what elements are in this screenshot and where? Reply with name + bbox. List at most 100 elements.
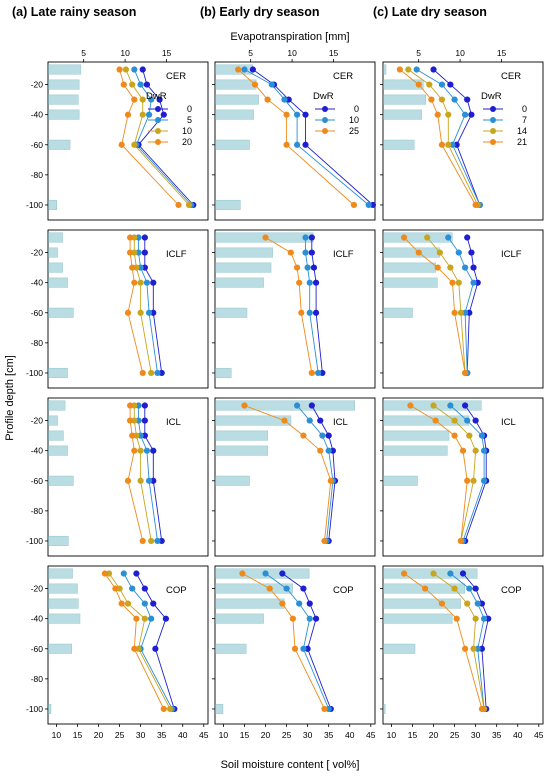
- data-point: [154, 537, 161, 545]
- data-point: [312, 279, 320, 286]
- data-point: [478, 705, 486, 713]
- bottom-tick-label: 40: [345, 730, 355, 740]
- data-point: [455, 249, 462, 256]
- et-bar: [383, 307, 413, 318]
- et-bar: [215, 199, 241, 210]
- data-point: [445, 234, 452, 241]
- data-point: [428, 96, 435, 103]
- data-point: [302, 234, 309, 241]
- data-point: [116, 66, 123, 73]
- series-line-dwr-14: [426, 237, 466, 374]
- data-point: [447, 264, 454, 271]
- depth-tick-label: -60: [31, 308, 44, 318]
- series-line-dwr-7: [416, 69, 481, 206]
- data-point: [464, 234, 471, 241]
- et-bar: [383, 445, 448, 456]
- data-point: [129, 432, 136, 439]
- data-point: [472, 447, 479, 454]
- bottom-tick-label: 35: [324, 730, 334, 740]
- data-point: [137, 477, 144, 484]
- bottom-tick-label: 15: [73, 730, 83, 740]
- data-point: [415, 249, 422, 256]
- panel-iclf-2: ICLF: [212, 229, 376, 389]
- data-point: [396, 66, 403, 73]
- et-bar: [215, 415, 292, 426]
- data-point: [306, 615, 313, 622]
- data-point: [300, 645, 307, 652]
- data-point: [447, 81, 454, 88]
- data-point: [438, 96, 446, 103]
- data-point: [306, 279, 313, 286]
- data-point: [459, 447, 467, 454]
- data-point: [447, 570, 454, 577]
- bottom-tick-label: 15: [240, 730, 250, 740]
- data-point: [302, 141, 309, 148]
- legend-label-dwr-10: 10: [349, 115, 359, 125]
- legend-label-dwr-0: 0: [522, 104, 527, 114]
- et-bar: [48, 307, 74, 318]
- data-point: [459, 570, 467, 577]
- bottom-tick-label: 30: [471, 730, 481, 740]
- depth-tick-label: -40: [31, 278, 44, 288]
- legend-marker: [322, 117, 328, 123]
- panel-frame: [47, 397, 209, 557]
- data-point: [131, 141, 138, 148]
- column-title-c: (c) Late dry season: [373, 5, 487, 19]
- data-point: [133, 615, 140, 622]
- top-tick-label: 5: [81, 48, 86, 58]
- data-point: [249, 66, 256, 73]
- depth-tick-label: -20: [31, 248, 44, 258]
- et-bar: [215, 445, 268, 456]
- data-point: [137, 279, 144, 286]
- data-point: [185, 201, 193, 209]
- et-bar: [48, 613, 81, 624]
- et-bar: [48, 568, 73, 579]
- data-point: [321, 705, 328, 713]
- series-line-dwr-7: [450, 405, 485, 542]
- data-point: [262, 570, 269, 577]
- series-line-dwr-21: [410, 405, 468, 542]
- depth-tick-label: -80: [31, 506, 44, 516]
- panel-icl-3: ICL: [380, 397, 544, 557]
- data-point: [133, 570, 140, 577]
- data-point: [141, 249, 148, 256]
- data-point: [365, 201, 372, 209]
- et-bar: [383, 94, 427, 105]
- panel-label: ICL: [166, 417, 181, 428]
- data-point: [127, 249, 134, 256]
- bottom-tick-label: 30: [303, 730, 313, 740]
- et-bar: [48, 277, 68, 288]
- et-bar: [383, 703, 386, 714]
- data-point: [455, 279, 462, 286]
- data-point: [150, 600, 157, 607]
- series-line-dwr-25: [242, 573, 325, 710]
- data-point: [137, 81, 144, 88]
- data-point: [150, 279, 157, 286]
- data-point: [480, 615, 488, 622]
- data-point: [453, 615, 460, 622]
- bottom-tick-label: 10: [387, 730, 397, 740]
- data-point: [281, 417, 288, 424]
- et-bar: [48, 643, 72, 654]
- et-bar: [215, 430, 268, 441]
- data-point: [464, 417, 471, 424]
- data-point: [122, 66, 129, 73]
- data-point: [141, 417, 148, 424]
- data-point: [308, 249, 315, 256]
- series-line-dwr-21: [403, 237, 466, 374]
- et-bar: [383, 79, 424, 90]
- data-point: [118, 141, 125, 148]
- data-point: [152, 645, 159, 652]
- et-bar: [215, 94, 259, 105]
- series-line-dwr-10: [265, 573, 330, 710]
- data-point: [464, 600, 471, 607]
- data-point: [141, 234, 148, 241]
- data-point: [131, 66, 138, 73]
- depth-tick-label: -100: [26, 368, 43, 378]
- data-point: [251, 81, 259, 88]
- data-point: [312, 615, 320, 622]
- et-bar: [48, 109, 80, 120]
